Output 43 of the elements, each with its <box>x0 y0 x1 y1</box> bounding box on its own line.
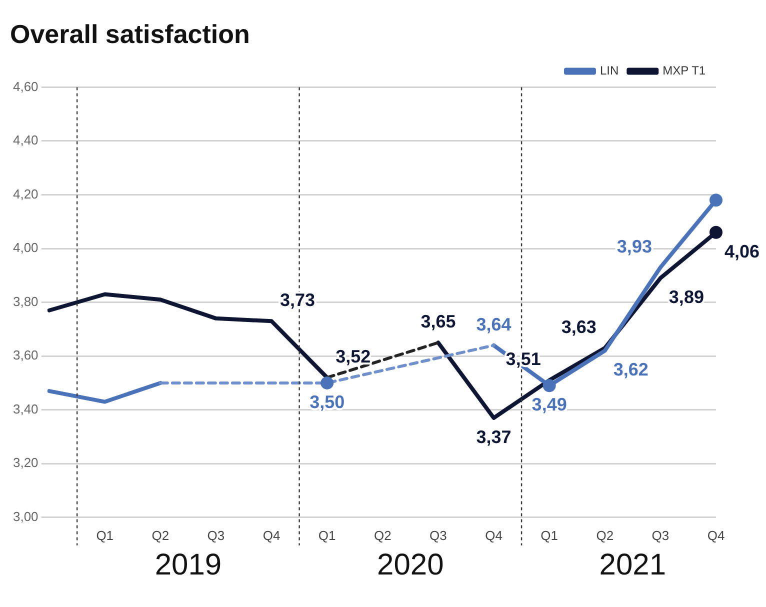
x-tick-label: Q2 <box>374 528 392 543</box>
x-tick-label: Q4 <box>485 528 502 543</box>
data-label: 3,52 <box>336 346 371 367</box>
x-tick-label: Q3 <box>430 528 447 543</box>
data-label: 3,73 <box>280 290 316 310</box>
x-tick-label: Q1 <box>318 528 336 543</box>
text: 2020 <box>377 548 444 582</box>
legend-label: LIN <box>600 64 619 78</box>
y-tick-label: 4,20 <box>12 186 38 202</box>
data-label: 4,06 <box>724 241 760 262</box>
data-label: 3,49 <box>532 394 567 415</box>
data-label: 3,63 <box>561 316 596 337</box>
y-tick-label: 3,00 <box>12 508 38 524</box>
point <box>710 194 722 207</box>
y-tick-label: 3,40 <box>12 401 38 416</box>
x-tick-label: Q2 <box>596 528 614 543</box>
x-tick-label: Q2 <box>152 528 170 543</box>
y-tick-label: 3,60 <box>12 348 38 363</box>
point <box>542 379 556 392</box>
x-tick-label: Q1 <box>540 528 558 543</box>
point <box>320 376 334 390</box>
data-label: 3,93 <box>616 236 652 256</box>
data-label: 3,65 <box>420 312 456 332</box>
x-tick-label: Q3 <box>207 528 225 543</box>
y-tick-label: 3,20 <box>12 455 38 470</box>
text: 2019 <box>154 548 222 582</box>
data-label: 3,89 <box>668 287 704 308</box>
point <box>710 226 722 239</box>
y-tick-label: 4,40 <box>12 132 38 148</box>
x-tick-label: Q1 <box>96 528 114 543</box>
legend-label: MXP T1 <box>662 64 706 78</box>
data-label: 3,50 <box>310 392 345 412</box>
x-tick-label: Q4 <box>262 528 280 543</box>
y-tick-label: 3,80 <box>12 294 38 309</box>
data-label: 3,62 <box>613 360 648 380</box>
y-tick-label: 4,00 <box>12 240 38 256</box>
x-tick-label: Q4 <box>707 528 725 543</box>
data-label: 3,64 <box>476 314 512 334</box>
data-label: 3,37 <box>476 426 512 447</box>
text: 2021 <box>599 548 666 582</box>
y-tick-label: 4,60 <box>12 78 38 94</box>
x-tick-label: Q3 <box>652 528 670 543</box>
chart-title: Overall satisfaction <box>10 18 250 49</box>
